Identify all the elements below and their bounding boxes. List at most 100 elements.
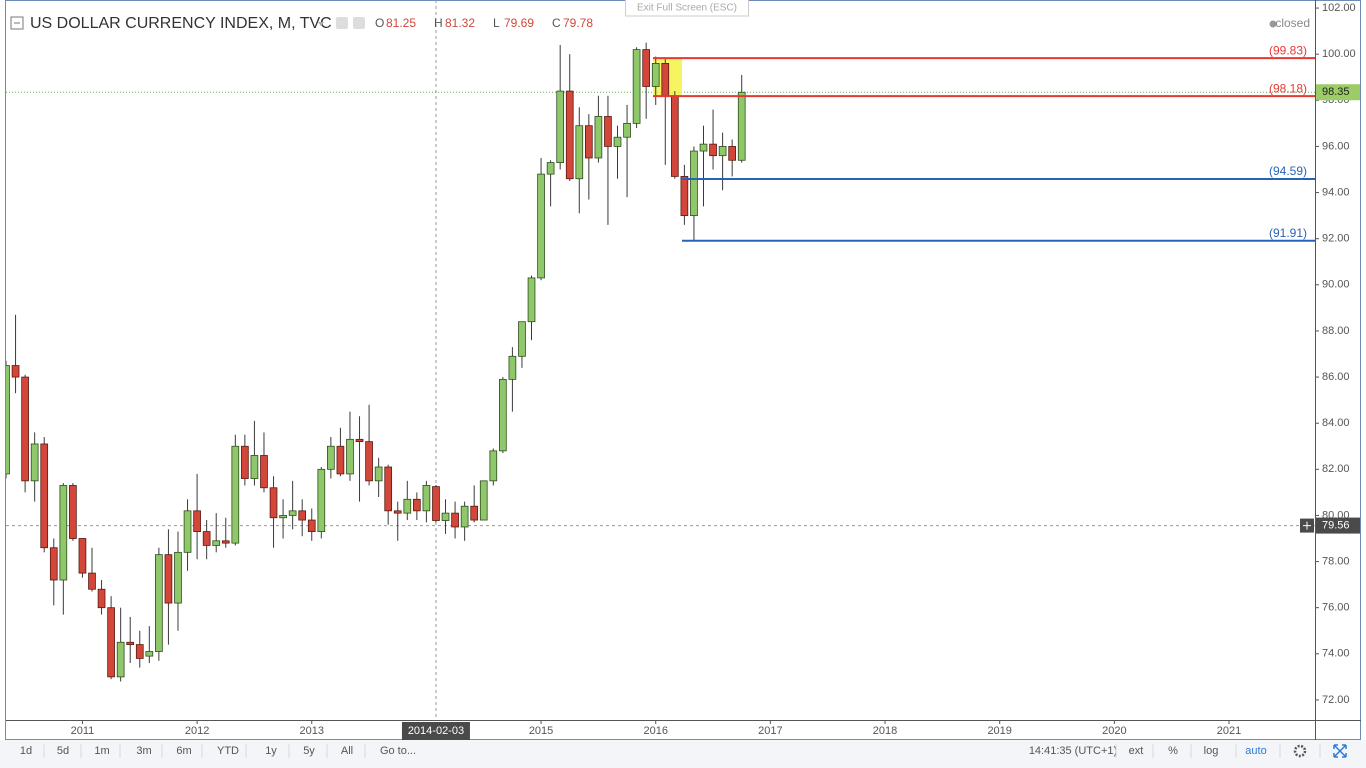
candle-body (145, 651, 154, 657)
crosshair-x-label: 2014-02-03 (408, 725, 464, 737)
y-tick-label: 82.00 (1322, 463, 1350, 475)
option-button[interactable]: log (1204, 745, 1219, 757)
candle-body (260, 455, 268, 489)
candle-body (279, 515, 287, 519)
candle-body (11, 365, 20, 378)
y-tick-label: 86.00 (1322, 371, 1350, 383)
candle-body (21, 376, 29, 482)
candle-body (317, 468, 326, 532)
candle-body (30, 443, 39, 482)
candle-body (269, 487, 278, 519)
last-price-box (1316, 84, 1360, 101)
candle-body (460, 505, 469, 528)
goto-button[interactable]: Go to... (380, 745, 416, 757)
status: closed (1275, 16, 1310, 30)
candle-body (575, 125, 584, 180)
y-tick-label: 84.00 (1322, 417, 1350, 429)
chart-title: US DOLLAR CURRENCY INDEX, M, TVC (30, 15, 332, 32)
range-button[interactable]: 5d (57, 745, 69, 757)
settings-button[interactable] (1293, 744, 1307, 758)
crosshair-plus-icon (1303, 521, 1311, 530)
candle-body (327, 445, 335, 470)
candle-body (403, 498, 412, 514)
range-button[interactable]: 5y (303, 745, 315, 757)
candle-body (470, 505, 479, 521)
candle-body (365, 441, 373, 482)
range-button[interactable]: 1y (265, 745, 277, 757)
candle-body (193, 510, 201, 532)
candle-body (336, 445, 345, 475)
candle-body (690, 150, 698, 217)
range-button[interactable]: 1m (94, 745, 109, 757)
icon[interactable] (353, 17, 365, 29)
candle-body (174, 551, 182, 604)
range-button[interactable]: YTD (217, 745, 239, 757)
candle-body (432, 486, 440, 521)
candle-body (135, 644, 144, 659)
range-button[interactable]: 6m (176, 745, 191, 757)
dropdown-arrow[interactable] (318, 22, 324, 26)
fullscreen-button[interactable] (1333, 744, 1347, 758)
y-tick-label: 92.00 (1322, 233, 1350, 245)
candle-body (250, 455, 259, 479)
x-tick-label: 2016 (643, 725, 667, 737)
level-label: (99.83) (1269, 43, 1307, 57)
candle-body (155, 554, 163, 652)
y-tick-label: 72.00 (1322, 694, 1350, 706)
range-button[interactable]: 3m (136, 745, 151, 757)
x-tick-label: 2018 (873, 725, 897, 737)
range-button[interactable]: 1d (20, 745, 32, 757)
option-button[interactable]: ext (1129, 745, 1144, 757)
candle-body (393, 510, 402, 514)
legend-key: L (493, 16, 500, 30)
x-tick-label: 2020 (1102, 725, 1126, 737)
ohlc-legend: O 81.25 H 81.32 L 79.69 C 79.78 (375, 16, 593, 30)
x-tick-label: 2012 (185, 725, 209, 737)
crosshair-y-box (1316, 517, 1360, 534)
candle-body (116, 641, 125, 678)
overlay: US DOLLAR CURRENCY INDEX, M, TVC O 81.25 H… (10, 0, 1310, 32)
candle-body (613, 136, 622, 147)
y-tick-label: 88.00 (1322, 325, 1350, 337)
candle-body (623, 122, 631, 138)
candle-body (288, 510, 297, 516)
candle-body (518, 321, 526, 357)
candle-body (78, 538, 87, 574)
icon[interactable] (336, 17, 348, 29)
candle-body (556, 90, 565, 163)
candle-body (642, 49, 651, 87)
x-tick-label: 2019 (987, 725, 1011, 737)
option-button[interactable]: % (1168, 745, 1178, 757)
y-tick-label: 100.00 (1322, 48, 1356, 60)
legend-value: 81.32 (445, 16, 475, 30)
candle-body (413, 498, 421, 512)
candle-body (221, 540, 230, 544)
plot-area (6, 0, 1315, 720)
candle-body (499, 378, 507, 452)
bottom-toolbar (0, 740, 1366, 768)
y-tick-label: 102.00 (1322, 2, 1356, 14)
candle-body (49, 547, 58, 581)
candle-body (69, 485, 77, 539)
range-button[interactable]: All (341, 745, 353, 757)
legend-value: 79.78 (563, 16, 593, 30)
clock: 14:41:35 (UTC+1) (1029, 745, 1117, 757)
crosshair-y-label: 79.56 (1322, 519, 1350, 531)
candle-body (212, 540, 221, 546)
x-tick-label: 2017 (758, 725, 782, 737)
option-button[interactable]: auto (1245, 745, 1266, 757)
legend-key: C (552, 16, 561, 30)
candle-body (451, 512, 459, 528)
candle-body (107, 607, 115, 678)
candle-body (422, 485, 431, 512)
exit-fullscreen[interactable] (625, 0, 749, 17)
level-label: (98.18) (1269, 81, 1307, 95)
crosshair-x-box (401, 722, 470, 740)
candle-body (670, 95, 679, 177)
candle-body (441, 512, 450, 521)
candle-body (355, 438, 364, 443)
candle-body (699, 143, 708, 152)
